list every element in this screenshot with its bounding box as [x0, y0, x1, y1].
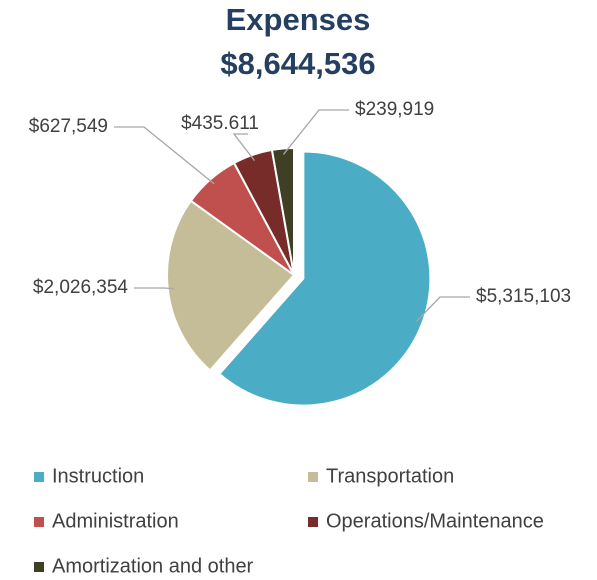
chart-title: Expenses: [226, 2, 371, 37]
leader-line: [232, 133, 255, 162]
legend-label: Transportation: [326, 465, 454, 487]
pie-slice: [270, 146, 295, 276]
leader-line: [282, 109, 349, 155]
legend-swatch: [34, 562, 44, 572]
legend-swatch: [308, 472, 318, 482]
pie-slice: [166, 199, 296, 372]
legend-swatch: [308, 517, 318, 527]
data-label: $627,549: [29, 116, 108, 137]
legend-label: Amortization and other: [52, 555, 254, 577]
leader-line: [114, 126, 215, 185]
leader-line: [416, 296, 470, 322]
pie-slice: [218, 150, 432, 407]
chart-subtitle: $8,644,536: [220, 46, 375, 81]
legend-label: Administration: [52, 510, 179, 532]
data-label: $239,919: [355, 99, 434, 120]
leader-line: [134, 287, 174, 290]
legend-label: Instruction: [52, 465, 144, 487]
data-label: $435.611: [181, 113, 259, 134]
legend-swatch: [34, 472, 44, 482]
data-label: $2,026,354: [33, 277, 129, 298]
legend-label: Operations/Maintenance: [326, 510, 544, 532]
data-label: $5,315,103: [476, 286, 571, 307]
legend-swatch: [34, 517, 44, 527]
